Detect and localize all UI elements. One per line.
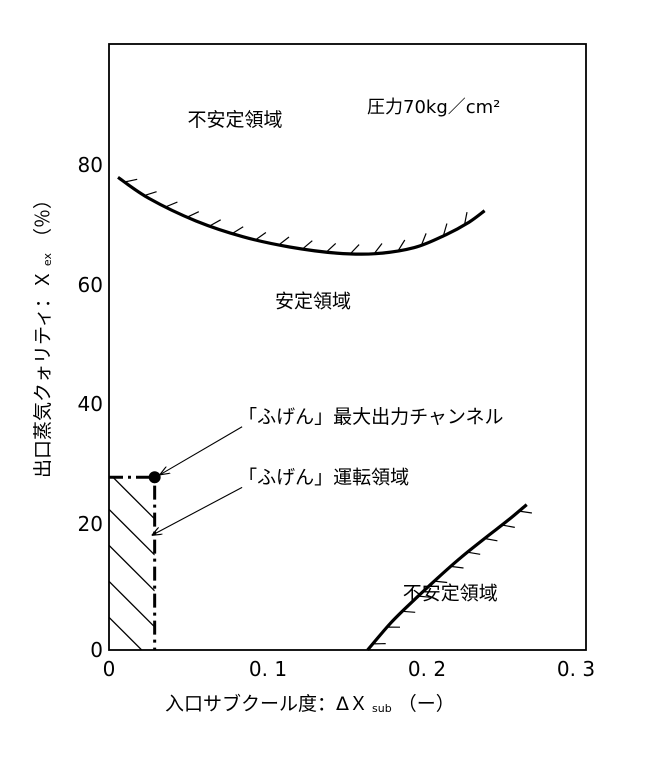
- hatch-tick: [254, 232, 267, 241]
- hatch-tick: [209, 219, 221, 227]
- hatch-tick: [349, 244, 360, 255]
- x-axis-label-main: 入口サブクール度：ΔＸ: [165, 692, 368, 715]
- y-axis-label-unit: （％）: [32, 190, 54, 247]
- hatch-tick: [442, 223, 448, 237]
- y-axis-ticks: 0 20 40 60 80: [78, 153, 103, 662]
- y-axis-label-main: 出口蒸気クォリティ：Ｘ: [32, 270, 54, 478]
- annotations: 「ふげん」最大出力チャンネル「ふげん」運転領域: [153, 406, 504, 535]
- hatch-tick: [124, 178, 138, 183]
- operating-region-hatch: [109, 471, 161, 735]
- region-label: 不安定領域: [187, 109, 282, 131]
- hatch-tick: [302, 240, 313, 250]
- annotation-label: 「ふげん」最大出力チャンネル: [238, 406, 503, 428]
- x-axis-ticks: 0 0. 1 0. 2 0. 3: [103, 657, 595, 681]
- operating-hatch-line: [109, 580, 155, 628]
- hatch-tick: [144, 191, 157, 197]
- hatch-tick: [165, 201, 178, 208]
- hatch-tick: [418, 595, 432, 598]
- hatch-tick: [519, 510, 532, 514]
- hatch-tick: [467, 551, 481, 555]
- y-tick-label-40: 40: [78, 392, 103, 416]
- y-tick-label-20: 20: [78, 512, 103, 536]
- hatch-tick: [484, 537, 498, 542]
- annotation-arrow: [161, 426, 243, 475]
- operating-hatch-line: [109, 508, 155, 556]
- y-tick-label-80: 80: [78, 153, 103, 177]
- hatch-tick: [501, 524, 515, 528]
- operating-hatch-line: [109, 653, 155, 699]
- hatch-tick: [325, 242, 337, 253]
- region-label: 不安定領域: [403, 583, 498, 605]
- hatch-tick: [434, 580, 448, 584]
- x-tick-label-2: 0. 2: [408, 657, 446, 681]
- operating-hatch-line: [112, 477, 155, 520]
- hatch-tick: [463, 211, 468, 226]
- upper-stability-boundary: [117, 175, 486, 256]
- boundary-curves: [117, 175, 532, 652]
- x-tick-label-1: 0. 1: [249, 657, 287, 681]
- y-tick-label-60: 60: [78, 273, 103, 297]
- hatch-tick: [450, 565, 464, 569]
- hatch-tick: [402, 610, 416, 613]
- x-tick-label-3: 0. 3: [557, 657, 595, 681]
- pressure-label: 圧力70kg／cm²: [367, 97, 500, 118]
- hatch-tick: [397, 239, 406, 252]
- x-tick-label-0: 0: [103, 657, 116, 681]
- region-label: 安定領域: [275, 291, 351, 313]
- annotation-arrow: [153, 486, 243, 535]
- x-axis-label: 入口サブクール度：ΔＸ sub （ー）: [165, 692, 455, 715]
- hatch-tick: [278, 236, 290, 246]
- x-axis-label-sub: sub: [372, 702, 392, 715]
- lower-stability-boundary: [366, 503, 528, 652]
- x-axis-label-unit: （ー）: [398, 693, 455, 715]
- hatch-tick: [420, 233, 427, 246]
- hatch-tick: [373, 243, 383, 255]
- max-power-point: [148, 471, 161, 484]
- upper-stability-boundary-hatch: [124, 178, 468, 255]
- y-axis-label-sub: ex: [41, 253, 54, 267]
- hatch-tick: [231, 226, 244, 235]
- operating-hatch-line: [109, 544, 155, 592]
- hatch-tick: [186, 211, 200, 218]
- y-tick-label-0: 0: [90, 638, 103, 662]
- y-axis-label: 出口蒸気クォリティ：Ｘ ex （％）: [32, 190, 54, 478]
- operating-hatch-line: [109, 616, 143, 651]
- lower-stability-boundary-hatch: [372, 510, 532, 645]
- plot-frame: [108, 43, 587, 651]
- operating-hatch-line: [109, 689, 155, 735]
- annotation-label: 「ふげん」運転領域: [238, 466, 409, 488]
